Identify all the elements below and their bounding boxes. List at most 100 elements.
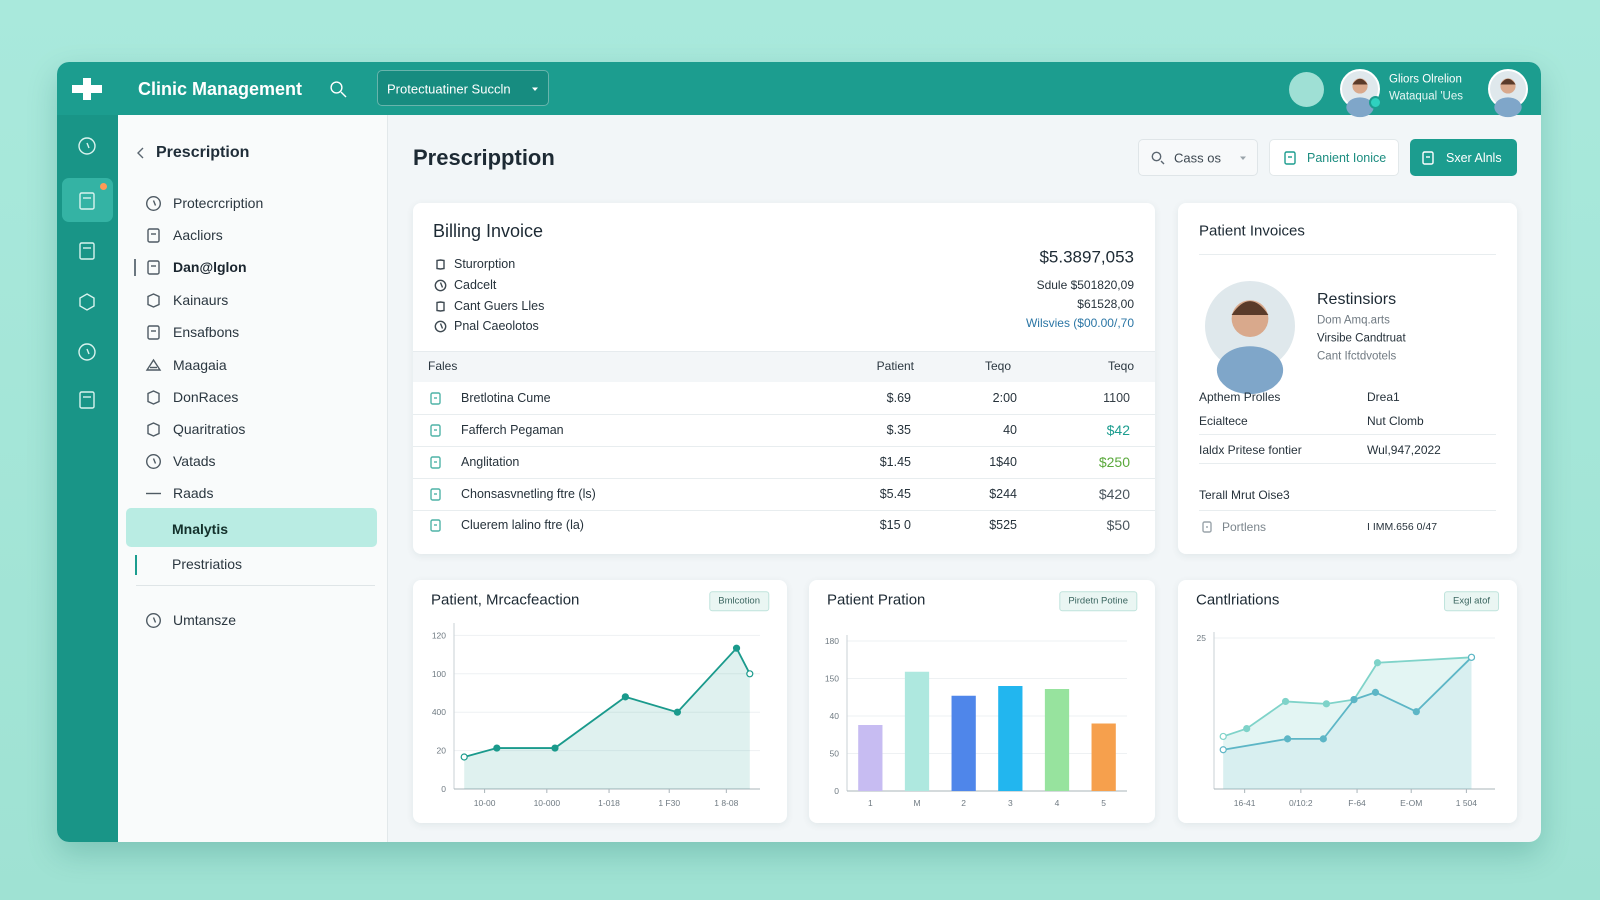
y-tick-label: 100 [432,669,446,679]
row-divider [413,414,1155,415]
sidebar-item[interactable]: Vatads [173,453,216,469]
chart: 0 20 400 100 120 10-00 10-000 1-018 1 F30 1 8-08 [432,623,760,808]
status-dot [1369,96,1382,109]
point [1467,653,1476,661]
x-tick-label: 1 504 [1456,798,1478,808]
sidebar-item[interactable]: Quaritratios [173,421,246,437]
bar [904,671,930,791]
area [464,648,750,789]
notification-button[interactable] [1289,72,1324,107]
y-tick-label: 20 [437,746,447,756]
detail-divider [1199,434,1496,435]
sidebar-title: Prescription [156,144,250,161]
detail-value: Drea1 [1367,390,1400,404]
table-cell: $.69 [886,390,911,405]
sidebar-item[interactable]: Aacliors [173,227,223,243]
shoulders [1216,346,1284,395]
sidebar-item[interactable]: Kainaurs [173,292,229,308]
x-tick-label: 1-018 [598,798,620,808]
nav-rail [57,115,118,842]
chart-badge[interactable]: Exgl atof [1444,591,1499,611]
dropdown[interactable] [377,70,549,106]
x-tick-label: 1 F30 [658,798,680,808]
detail-label: Ialdx Pritese fontier [1199,443,1302,457]
table-cell: Chonsasvnetling ftre (ls) [461,486,596,501]
dropdown-label[interactable]: Protectuatiner Succln [387,81,511,97]
profile-line: Cant Ifctdvotels [1317,350,1397,363]
table-cell: $15 0 [879,517,911,532]
button-secondary-label[interactable]: Panient Ionice [1307,150,1387,165]
caret [1240,156,1246,160]
sidebar-item[interactable]: Protecrcription [173,195,264,211]
sidebar-highlight [126,508,377,547]
doc-icon [429,423,441,437]
tri-icon [145,358,161,371]
sidebar-item[interactable]: Prestriatios [172,556,243,572]
x-tick-label: 10-00 [474,798,496,808]
table-cell: $5.45 [879,486,911,501]
profile-name: Restinsiors [1317,291,1397,308]
sidebar-item[interactable]: Raads [173,485,214,501]
chart-badge[interactable]: Bmlcotion [709,591,769,611]
sheet [429,391,441,405]
doc-icon [79,391,95,409]
sidebar-footer-item[interactable]: Umtansze [173,612,237,628]
shoulders [1494,97,1522,118]
doc-icon [1202,521,1212,533]
caret-icon [532,87,538,91]
profile-line: Dom Amq.arts [1317,314,1390,327]
sheet [146,259,160,275]
bar [858,725,883,791]
sheet [429,423,441,437]
point [673,708,681,716]
hex [146,292,160,308]
ring [434,279,446,291]
point [1283,735,1292,743]
sidebar-item[interactable]: DonRaces [173,389,239,405]
circle-icon [434,279,446,291]
summary-label: Cant Guers Lles [454,298,545,313]
area [1223,657,1472,789]
hex-icon [146,421,160,437]
summary-label: Sturorption [454,256,516,271]
search-icon [1151,151,1165,165]
hex [146,389,160,405]
doc-icon [79,242,95,260]
search-placeholder[interactable]: Cass os [1174,150,1221,166]
button-primary-label[interactable]: Sxer Alnls [1446,150,1502,165]
sidebar-item[interactable]: Ensafbons [173,324,240,340]
user-name: Gliors Olrelion [1389,73,1462,86]
sidebar-item[interactable]: Mnalytis [172,521,229,537]
table-cell: $50 [1106,517,1130,533]
hair [1500,78,1516,85]
point [460,753,468,761]
point [1281,697,1290,706]
chart: 25 16-41 0/10:2 F-64 E-OM 1 504 [1197,632,1495,808]
circle-icon [145,195,161,211]
sidebar-item[interactable]: Maagaia [173,357,227,373]
area [1223,657,1472,789]
x-tick-label: 3 [1008,798,1013,808]
search-box[interactable] [1138,139,1258,176]
chart-badge[interactable]: Pirdetn Potine [1059,591,1137,611]
table-cell: 1$40 [989,454,1017,469]
doc-icon [429,455,441,469]
point [1219,732,1227,741]
table-cell: $420 [1098,486,1130,502]
point [621,693,629,701]
point [1319,735,1327,743]
point [732,644,741,652]
ring [145,612,161,628]
hex-icon [146,389,160,405]
summary-value: Sdule $501820,09 [1036,278,1134,292]
table-header-band [413,351,1155,382]
detail-divider [1199,463,1496,464]
y-tick-label: 25 [1197,633,1207,643]
doc-icon [79,192,95,210]
chart-title: Cantlriations [1196,591,1280,609]
chart-title: Patient, Mrcacfeaction [431,591,580,609]
sheet [1422,151,1434,165]
doc-icon [1284,151,1296,165]
sidebar-item[interactable]: Dan@lglon [173,259,247,275]
